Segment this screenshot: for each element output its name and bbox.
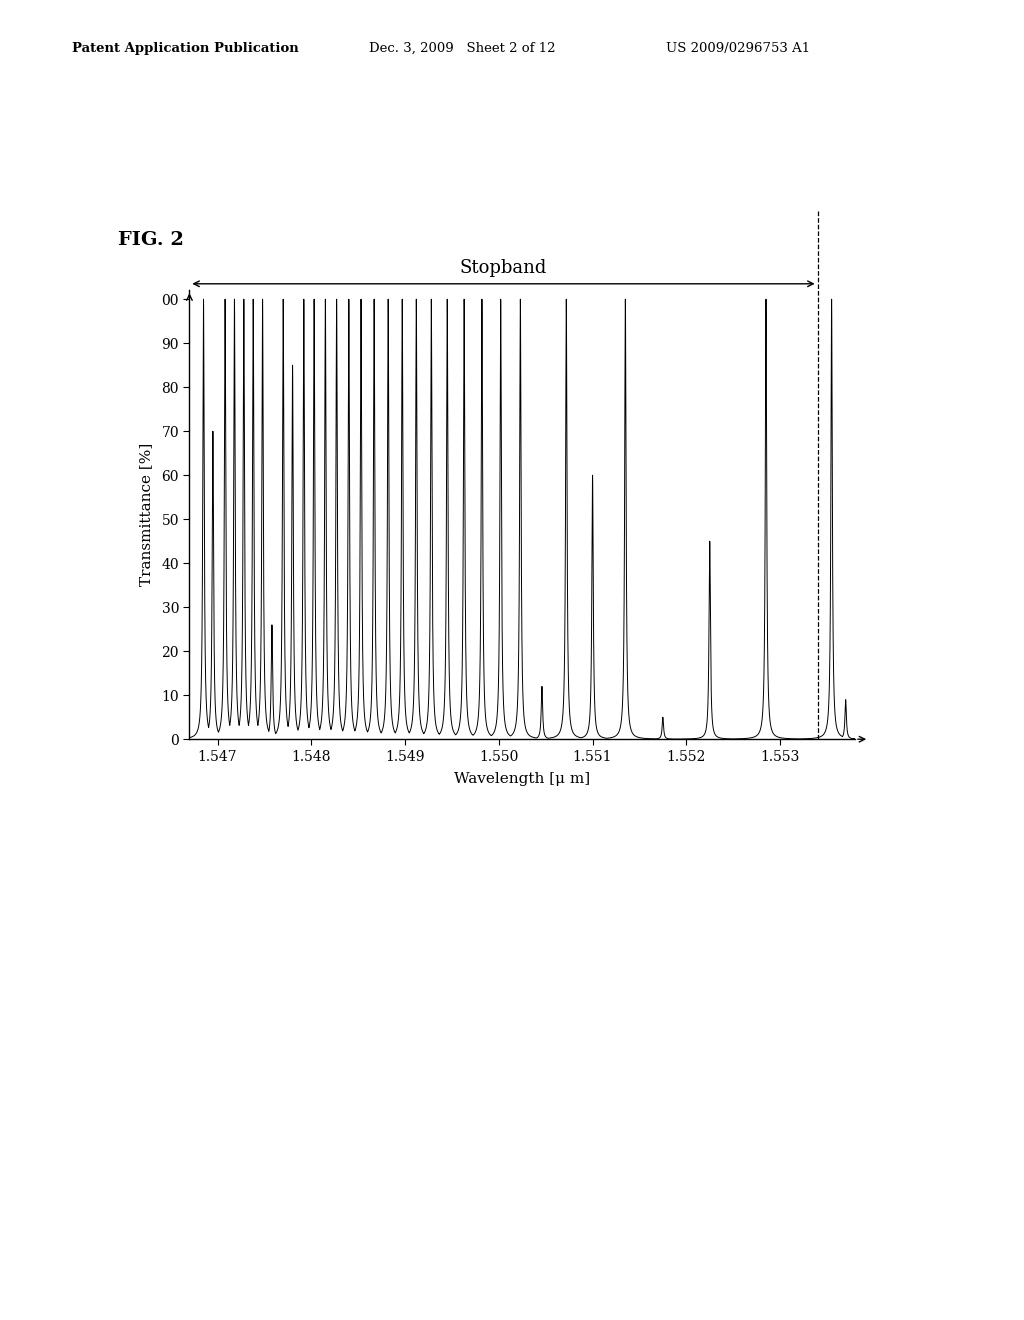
Text: FIG. 2: FIG. 2 xyxy=(118,231,183,249)
Y-axis label: Transmittance [%]: Transmittance [%] xyxy=(139,444,153,586)
X-axis label: Wavelength [μ m]: Wavelength [μ m] xyxy=(455,772,590,785)
Text: Patent Application Publication: Patent Application Publication xyxy=(72,42,298,55)
Text: US 2009/0296753 A1: US 2009/0296753 A1 xyxy=(666,42,810,55)
Text: Dec. 3, 2009   Sheet 2 of 12: Dec. 3, 2009 Sheet 2 of 12 xyxy=(369,42,555,55)
Text: Stopband: Stopband xyxy=(460,259,547,277)
